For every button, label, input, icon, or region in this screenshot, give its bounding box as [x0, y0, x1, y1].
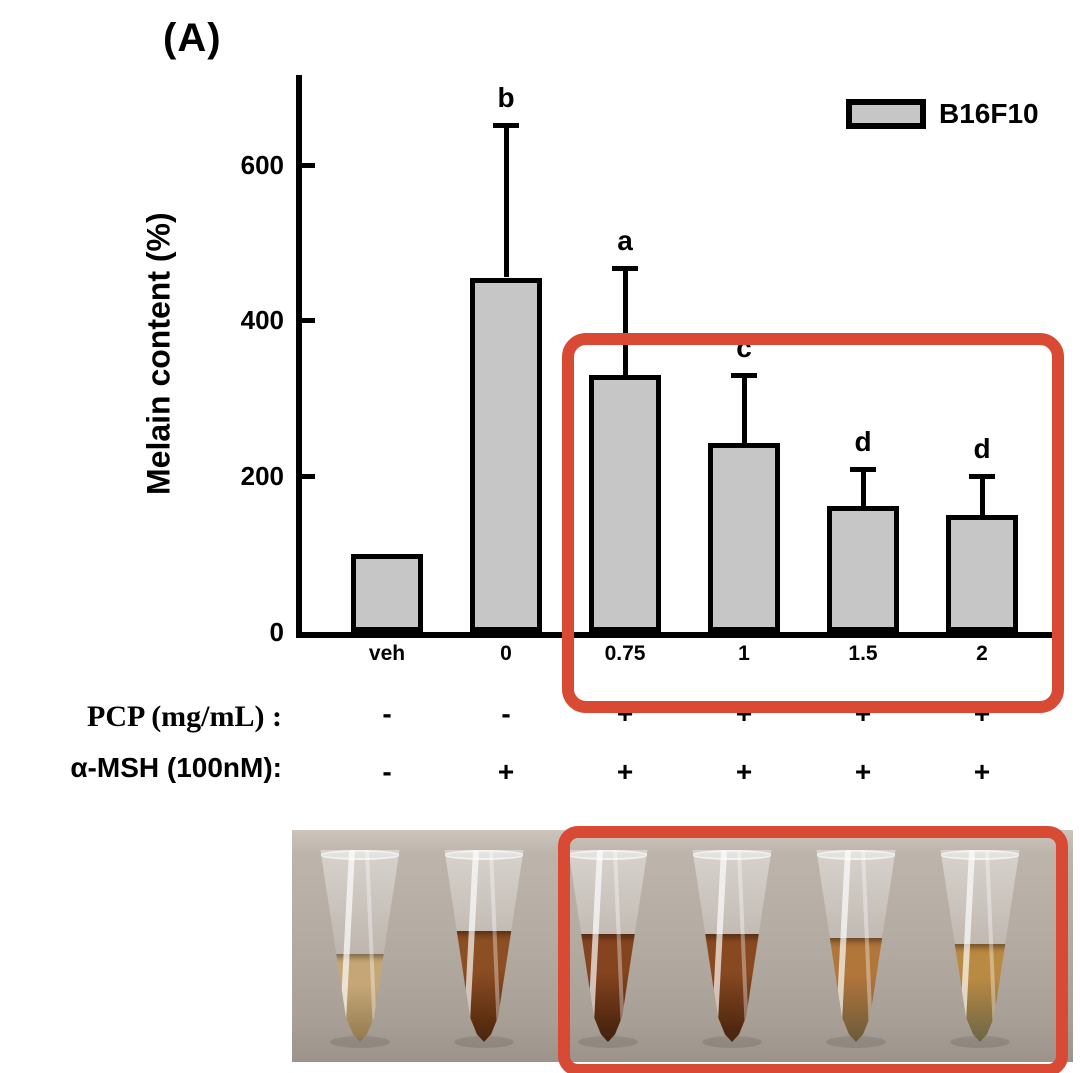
treatment-value: +: [735, 756, 753, 787]
error-bar-line: [504, 123, 509, 277]
tube-shadow: [702, 1036, 762, 1048]
y-tick-mark: [302, 162, 315, 168]
y-tick-label: 200: [240, 461, 284, 492]
x-tick-label: 2: [976, 642, 988, 665]
treatment-value: +: [854, 756, 872, 787]
legend-label: B16F10: [939, 98, 1039, 129]
error-bar-cap: [612, 266, 638, 271]
error-bar-cap: [969, 474, 995, 479]
x-tick-label: 0: [500, 642, 512, 665]
tube-shadow: [330, 1036, 390, 1048]
y-tick-label: 600: [240, 149, 284, 180]
x-tick-label: veh: [368, 642, 406, 665]
tube-rim: [320, 850, 400, 860]
legend: B16F10: [846, 98, 1039, 130]
significance-letter: b: [497, 82, 515, 113]
legend-swatch: [846, 99, 926, 129]
highlight-box-chart: [562, 333, 1064, 713]
error-bar-cap: [850, 467, 876, 472]
tube-veh: [320, 850, 400, 1042]
y-tick-label: 0: [269, 617, 284, 647]
tube-liquid: [444, 930, 524, 1042]
tube-liquid: [320, 953, 400, 1042]
bar-0.75: [589, 375, 661, 632]
tube-rim: [444, 850, 524, 860]
bar-2: [946, 515, 1018, 632]
x-tick-label: 0.75: [604, 642, 646, 665]
treatment-value: +: [497, 756, 515, 787]
error-bar-line: [980, 474, 985, 515]
x-tick-label: 1: [738, 642, 750, 665]
bar-1.5: [827, 506, 899, 632]
tube-0: [444, 850, 524, 1042]
y-tick-mark: [302, 318, 315, 324]
significance-letter: d: [854, 426, 872, 457]
figure-panel-label: (A): [163, 16, 222, 60]
treatment-value: +: [616, 756, 634, 787]
tube-shadow: [578, 1036, 638, 1048]
treatment-value: -: [382, 698, 392, 729]
error-bar-cap: [731, 373, 757, 378]
error-bar-line: [623, 266, 628, 375]
bar-1: [708, 443, 780, 632]
treatment-row-label-amsh: α-MSH (100nM):: [70, 752, 282, 783]
highlight-box-photo: [558, 826, 1068, 1073]
y-tick-label: 400: [240, 305, 284, 336]
y-axis-label: Melain content (%): [140, 212, 177, 495]
bar-veh: [351, 554, 423, 632]
significance-letter: d: [973, 433, 991, 464]
x-tick-label: 1.5: [848, 642, 878, 665]
tube-shadow: [950, 1036, 1010, 1048]
treatment-value: +: [973, 756, 991, 787]
y-tick-mark: [302, 474, 315, 480]
tube-shadow: [454, 1036, 514, 1048]
treatment-value: -: [501, 698, 511, 729]
error-bar-line: [861, 467, 866, 506]
treatment-row-label-pcp: PCP (mg/mL) :: [87, 700, 282, 733]
bar-0: [470, 278, 542, 632]
error-bar-line: [742, 373, 747, 443]
error-bar-cap: [493, 123, 519, 128]
significance-letter: a: [617, 225, 633, 256]
tube-photo: [292, 830, 1073, 1062]
tube-shadow: [826, 1036, 886, 1048]
treatment-value: -: [382, 756, 392, 787]
